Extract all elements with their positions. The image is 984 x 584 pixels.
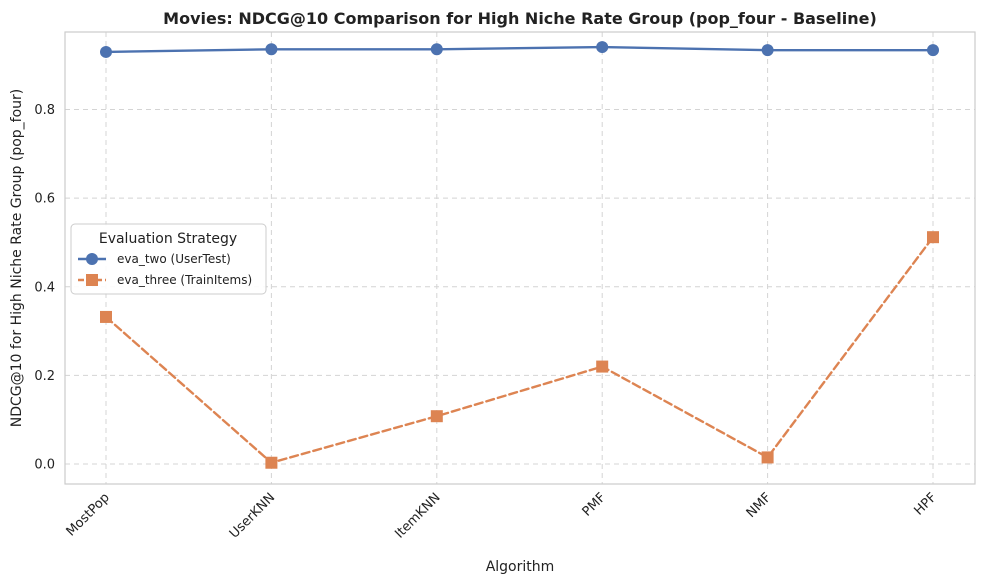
plot-frame: [64, 31, 976, 485]
data-point: [100, 310, 112, 323]
data-point: [265, 456, 278, 469]
y-tick-label: 0.0: [34, 458, 55, 473]
x-tick-label: HPF: [911, 490, 939, 518]
y-axis-ticks: 0.0 0.2 0.4 0.6 0.8: [34, 103, 55, 473]
data-point: [761, 451, 774, 464]
legend-marker: [86, 274, 98, 286]
x-tick-label: MostPop: [64, 490, 113, 539]
legend: Evaluation Strategy eva_two (UserTest)ev…: [70, 223, 267, 295]
legend-box: [70, 223, 267, 295]
data-point: [430, 410, 443, 423]
data-point: [265, 43, 278, 56]
grid-lines: [65, 32, 975, 484]
x-axis-label: Algorithm: [486, 559, 555, 575]
data-point: [927, 231, 939, 244]
x-tick-label: ItemKNN: [392, 490, 443, 541]
data-point: [761, 44, 774, 57]
y-axis-label: NDCG@10 for High Niche Rate Group (pop_f…: [9, 89, 25, 427]
data-point: [430, 43, 443, 56]
x-tick-label: UserKNN: [227, 490, 278, 541]
legend-label: eva_two (UserTest): [117, 252, 231, 266]
y-tick-label: 0.4: [34, 280, 55, 295]
data-point: [100, 45, 112, 58]
legend-marker: [86, 253, 98, 265]
data-point: [596, 360, 609, 373]
legend-title: Evaluation Strategy: [99, 231, 237, 247]
legend-label: eva_three (TrainItems): [117, 273, 252, 287]
legend-items: eva_two (UserTest) eva_three (TrainItems): [78, 252, 252, 287]
chart-title: Movies: NDCG@10 Comparison for High Nich…: [163, 9, 877, 28]
y-tick-label: 0.8: [34, 103, 55, 118]
data-point: [596, 41, 609, 54]
y-tick-label: 0.6: [34, 192, 55, 207]
series-layer: [100, 41, 939, 469]
x-tick-label: NMF: [744, 490, 775, 521]
data-point: [927, 44, 939, 57]
y-tick-label: 0.2: [34, 369, 55, 384]
x-axis-ticks: MostPop UserKNN ItemKNN PMF NMF HPF: [64, 490, 940, 541]
series-line: [104, 45, 935, 54]
x-tick-label: PMF: [580, 490, 609, 519]
series-line: [104, 235, 935, 464]
